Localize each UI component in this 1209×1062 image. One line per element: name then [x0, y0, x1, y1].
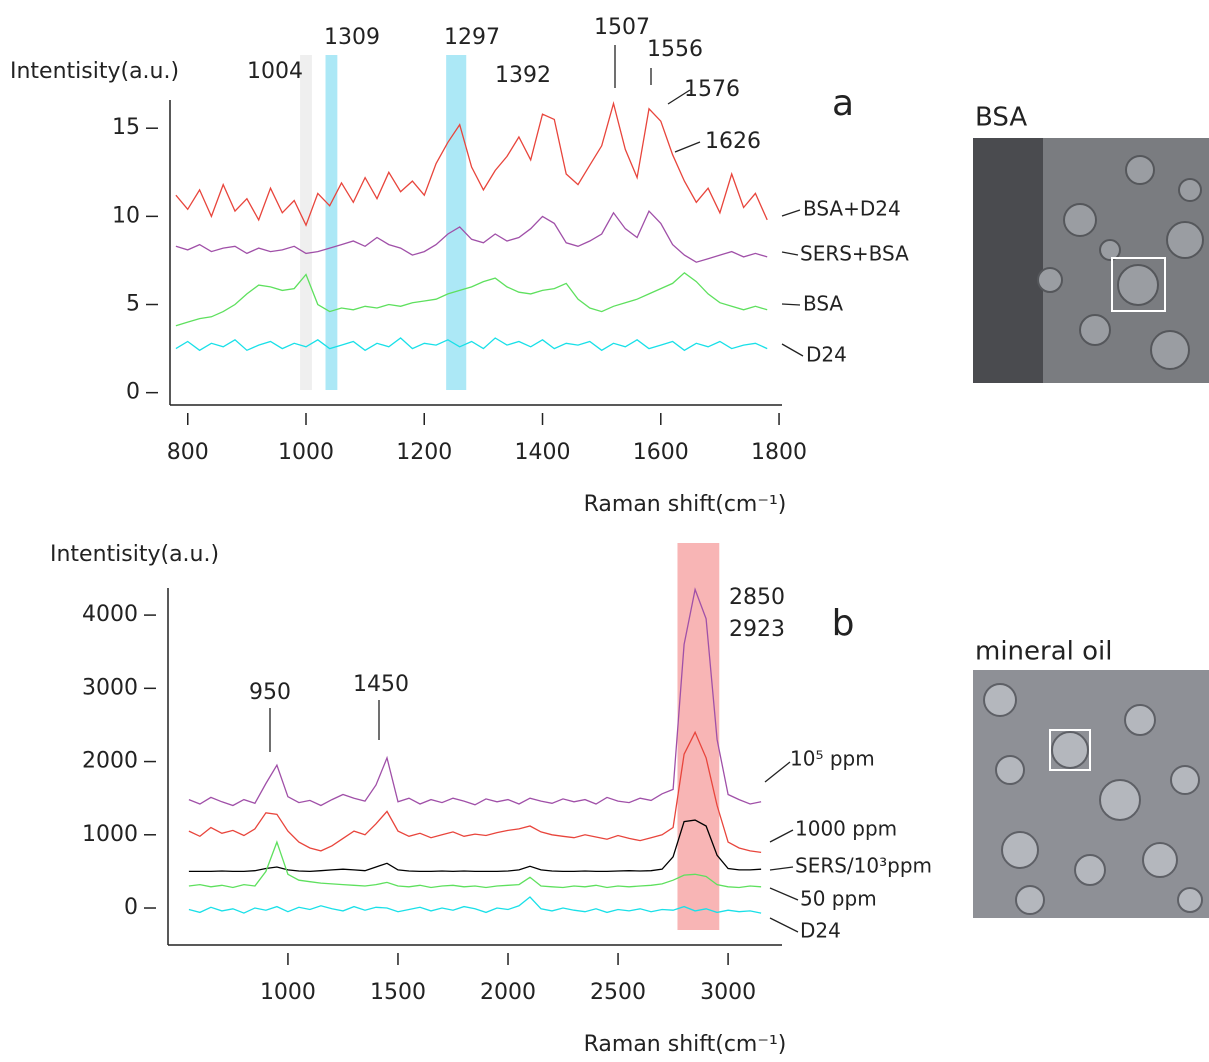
y-tick-label: 15: [112, 115, 140, 140]
x-tick-label: 2000: [480, 980, 536, 1005]
spectrum-line: [175, 271, 768, 327]
peak-label: 1556: [647, 37, 703, 62]
x-axis-title: Raman shift(cm⁻¹): [584, 1032, 787, 1057]
peak-label: 1576: [684, 77, 740, 102]
x-tick-label: 2500: [590, 980, 646, 1005]
droplets: [983, 683, 1203, 915]
y-axis-title: Intentisity(a.u.): [50, 542, 219, 567]
spectrum-line: [175, 209, 768, 263]
x-tick-label: 1200: [396, 440, 452, 465]
spectrum-line: [188, 819, 762, 873]
panel-letter: b: [832, 603, 855, 644]
y-tick-label: 5: [126, 292, 140, 317]
y-tick-label: 0: [124, 895, 138, 920]
image-label: mineral oil: [975, 637, 1113, 667]
spectrum-line: [175, 100, 768, 227]
y-axis-title: Intentisity(a.u.): [10, 59, 179, 84]
y-tick-label: 10: [112, 203, 140, 228]
y-tick-label: 1000: [82, 822, 138, 847]
y-tick-label: 4000: [82, 602, 138, 627]
peak-label: 1309: [324, 25, 380, 50]
legend-leader: [781, 209, 801, 217]
legend-leader: [781, 251, 799, 256]
legend-leader: [769, 866, 794, 871]
legend-leader: [769, 887, 799, 901]
peak-label: 1626: [705, 129, 761, 154]
legend-label: 10⁵ ppm: [790, 747, 875, 771]
legend-label: SERS/10³ppm: [795, 854, 932, 878]
highlight-band: [677, 543, 720, 930]
peak-leader: [667, 89, 691, 105]
legend-label: D24: [800, 919, 841, 943]
chart-panel: 10⁵ ppm 1000 ppm SERS/10³ppm 50 ppm D24 0 1000…: [50, 542, 932, 1057]
peak-label: 1392: [495, 63, 551, 88]
legend-label: SERS+BSA: [800, 242, 909, 266]
y-tick-label: 2000: [82, 749, 138, 774]
peak-label: 1297: [444, 25, 500, 50]
x-tick-label: 1000: [278, 440, 334, 465]
x-tick-label: 1500: [370, 980, 426, 1005]
spectrum-line: [188, 896, 762, 914]
legend-label: 50 ppm: [800, 887, 877, 911]
x-tick-label: 1000: [260, 980, 316, 1005]
legend-leader: [781, 303, 801, 306]
chart-panel: BSA+D24 SERS+BSA BSA D24 0 5 10 15 800 1000 1200 14…: [10, 15, 909, 517]
legend-label: 1000 ppm: [795, 817, 897, 841]
oil-image: mineral oil: [973, 637, 1209, 918]
legend-leader: [769, 829, 794, 843]
highlight-band: [300, 55, 312, 390]
legend-leader: [781, 343, 804, 357]
x-axis-title: Raman shift(cm⁻¹): [584, 492, 787, 517]
peak-label: 2850: [729, 585, 785, 610]
spectrum-line: [188, 840, 762, 889]
roi-box: [1111, 257, 1166, 312]
legend-label: D24: [806, 343, 847, 367]
image-label: BSA: [975, 103, 1027, 133]
panel-letter: a: [832, 83, 854, 124]
peak-label: 950: [249, 680, 291, 705]
y-tick-label: 0: [126, 380, 140, 405]
micrograph-shade: [973, 138, 1043, 383]
peak-label: 1450: [353, 672, 409, 697]
peak-label: 1507: [594, 15, 650, 40]
y-tick-label: 3000: [82, 675, 138, 700]
spectrum-line: [175, 337, 768, 352]
peak-label: 2923: [729, 617, 785, 642]
x-tick-label: 800: [167, 440, 209, 465]
x-tick-label: 3000: [700, 980, 756, 1005]
legend-leader: [764, 761, 791, 783]
peak-leader: [674, 141, 701, 153]
legend-leader: [769, 917, 799, 933]
droplets: [1037, 155, 1204, 370]
legend-label: BSA: [803, 292, 843, 316]
highlight-band: [325, 55, 338, 390]
spectrum-line: [188, 587, 762, 807]
legend-label: BSA+D24: [803, 197, 901, 221]
highlight-band: [446, 55, 467, 390]
bsa-image: BSA: [973, 103, 1209, 383]
roi-box: [1049, 729, 1091, 771]
x-tick-label: 1600: [633, 440, 689, 465]
x-tick-label: 1800: [751, 440, 807, 465]
peak-label: 1004: [247, 59, 303, 84]
spectrum-line: [188, 730, 762, 854]
x-tick-label: 1400: [515, 440, 571, 465]
